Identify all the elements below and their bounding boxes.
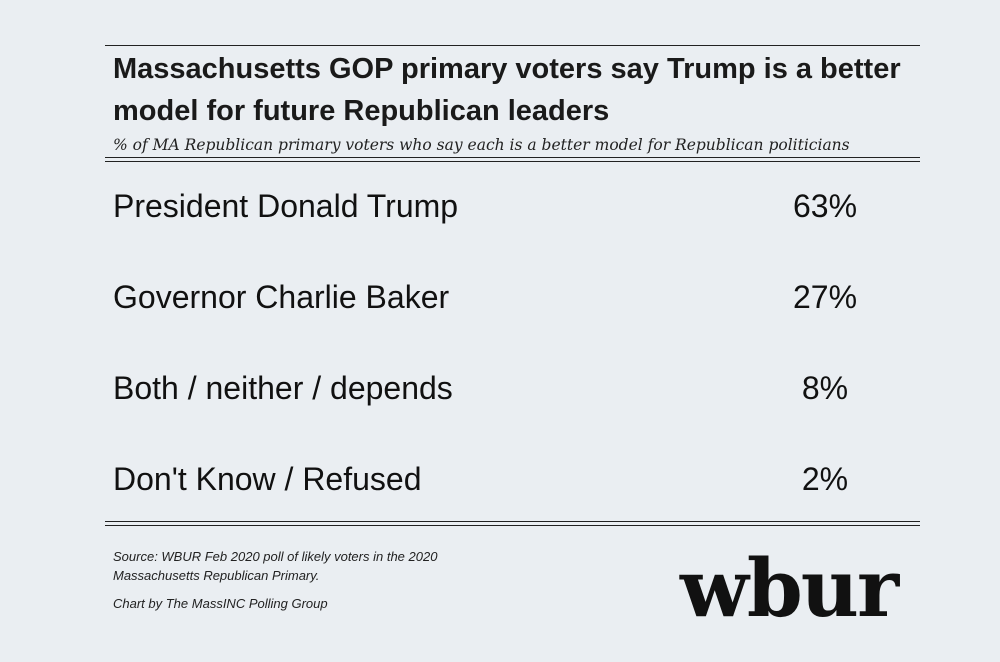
top-rule xyxy=(105,45,920,46)
source-note-line-1: Source: WBUR Feb 2020 poll of likely vot… xyxy=(113,549,438,564)
wbur-logo: wbur xyxy=(680,541,899,635)
bottom-rule xyxy=(105,521,920,526)
chart-title: Massachusetts GOP primary voters say Tru… xyxy=(113,53,901,127)
subtitle-rule xyxy=(105,157,920,162)
row-value: 8% xyxy=(801,370,849,406)
row-label: Both / neither / depends xyxy=(113,370,453,406)
row-label: Governor Charlie Baker xyxy=(113,279,450,315)
row-value: 63% xyxy=(792,188,858,224)
source-note-line-2: Massachusetts Republican Primary. xyxy=(113,568,320,583)
row-label: Don't Know / Refused xyxy=(113,461,422,497)
row-value: 2% xyxy=(801,461,849,497)
chart-credit: Chart by The MassINC Polling Group xyxy=(113,596,328,611)
chart-subtitle: % of MA Republican primary voters who sa… xyxy=(113,136,850,154)
row-label: President Donald Trump xyxy=(113,188,459,224)
row-value: 27% xyxy=(792,279,858,315)
